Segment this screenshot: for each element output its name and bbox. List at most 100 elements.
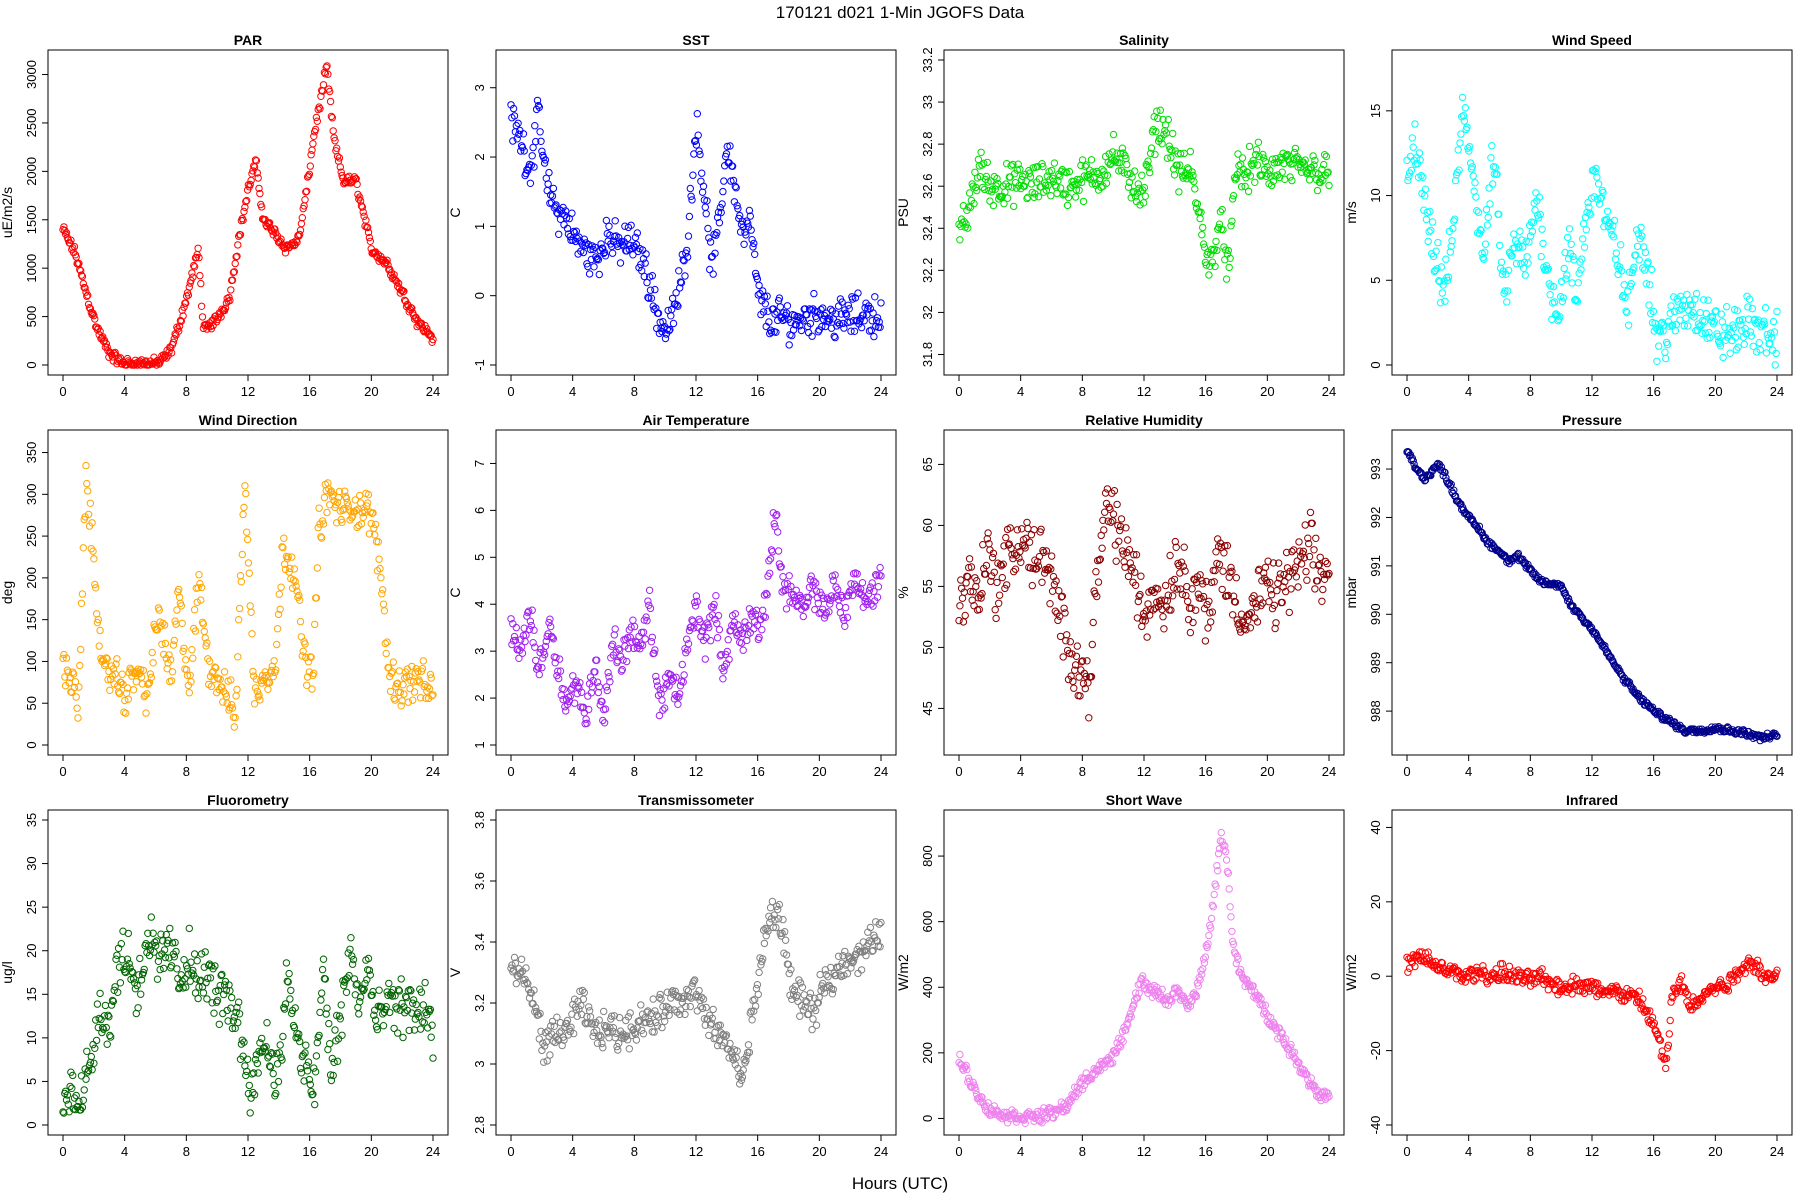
data-point <box>187 678 195 686</box>
data-point <box>1721 323 1729 331</box>
data-point <box>1218 585 1226 594</box>
x-tick-label: 24 <box>1322 764 1336 779</box>
y-axis-label: W/m2 <box>895 954 911 991</box>
data-point <box>1424 237 1432 246</box>
data-point <box>197 950 206 958</box>
data-point <box>528 606 536 614</box>
data-point <box>982 561 991 570</box>
data-point <box>1115 167 1123 175</box>
data-point <box>207 682 216 691</box>
data-point <box>1765 340 1773 348</box>
data-point <box>89 1040 97 1049</box>
data-point <box>603 686 611 695</box>
data-point <box>1261 157 1270 166</box>
data-point <box>1680 322 1689 330</box>
data-point <box>322 1010 330 1018</box>
data-point <box>589 245 597 254</box>
data-point <box>193 598 201 606</box>
data-point <box>289 576 298 584</box>
data-point <box>877 299 885 307</box>
data-point <box>327 112 336 121</box>
data-point <box>690 977 698 985</box>
x-tick-label: 4 <box>569 1144 576 1159</box>
data-point <box>1220 846 1228 854</box>
data-point <box>742 624 750 632</box>
data-point <box>1623 308 1631 317</box>
data-point <box>381 639 389 648</box>
data-point <box>273 640 281 649</box>
data-point <box>608 1012 616 1020</box>
data-point <box>258 203 266 211</box>
data-point <box>844 592 852 600</box>
data-point <box>758 626 766 634</box>
data-point <box>717 208 725 217</box>
data-point <box>1263 579 1271 587</box>
data-point <box>61 1087 70 1096</box>
data-point <box>548 633 557 642</box>
data-point <box>117 678 126 687</box>
data-point <box>1211 566 1219 575</box>
data-point <box>140 361 148 369</box>
data-point <box>1265 598 1273 606</box>
data-point <box>1016 165 1024 174</box>
data-point <box>630 1025 638 1033</box>
data-point <box>1663 340 1672 349</box>
data-point <box>1303 1070 1311 1079</box>
data-point <box>644 293 652 302</box>
data-point <box>1528 227 1537 236</box>
data-point <box>998 573 1006 582</box>
data-point <box>294 1034 302 1042</box>
data-point <box>179 312 187 320</box>
data-point <box>697 632 705 641</box>
data-point <box>1078 657 1087 665</box>
data-point <box>702 1003 710 1012</box>
data-point <box>610 631 618 639</box>
y-tick-label: 991 <box>1368 555 1383 577</box>
data-point <box>399 1033 407 1042</box>
data-point <box>817 305 825 314</box>
data-point <box>805 993 814 1002</box>
data-point <box>1048 166 1056 175</box>
data-point <box>194 244 202 253</box>
panel-title: Salinity <box>1119 32 1169 48</box>
data-point <box>382 1003 390 1011</box>
data-point <box>410 315 419 323</box>
data-point <box>1255 152 1263 161</box>
data-point <box>1496 241 1504 250</box>
data-point <box>1001 188 1009 196</box>
data-point <box>724 636 732 644</box>
y-tick-label: 35 <box>24 813 39 827</box>
data-point <box>227 286 235 294</box>
data-point <box>219 1009 227 1018</box>
data-point <box>1481 240 1490 248</box>
data-point <box>362 216 370 224</box>
y-tick-label: 350 <box>24 442 39 464</box>
plot-frame <box>47 429 449 756</box>
data-point <box>201 948 209 956</box>
data-point <box>1603 207 1612 216</box>
data-point <box>275 1049 283 1057</box>
data-point <box>1473 207 1481 215</box>
data-point <box>623 1036 632 1044</box>
data-point <box>604 1029 612 1037</box>
data-point <box>251 684 260 692</box>
y-tick-label: 10 <box>1368 188 1383 202</box>
data-point <box>1196 214 1204 223</box>
data-point <box>665 682 673 690</box>
data-point <box>364 223 372 232</box>
data-point <box>366 237 374 246</box>
data-point <box>955 616 963 625</box>
data-point <box>66 1082 74 1091</box>
data-point <box>406 684 414 693</box>
x-tick-label: 4 <box>569 384 576 399</box>
data-point <box>818 322 826 331</box>
data-point <box>298 652 306 660</box>
data-point <box>1238 154 1247 162</box>
x-tick-label: 20 <box>1708 1144 1722 1159</box>
data-point <box>218 683 226 691</box>
data-point <box>77 599 86 607</box>
data-point <box>842 311 851 319</box>
data-point <box>1159 613 1167 621</box>
data-point <box>804 598 812 606</box>
